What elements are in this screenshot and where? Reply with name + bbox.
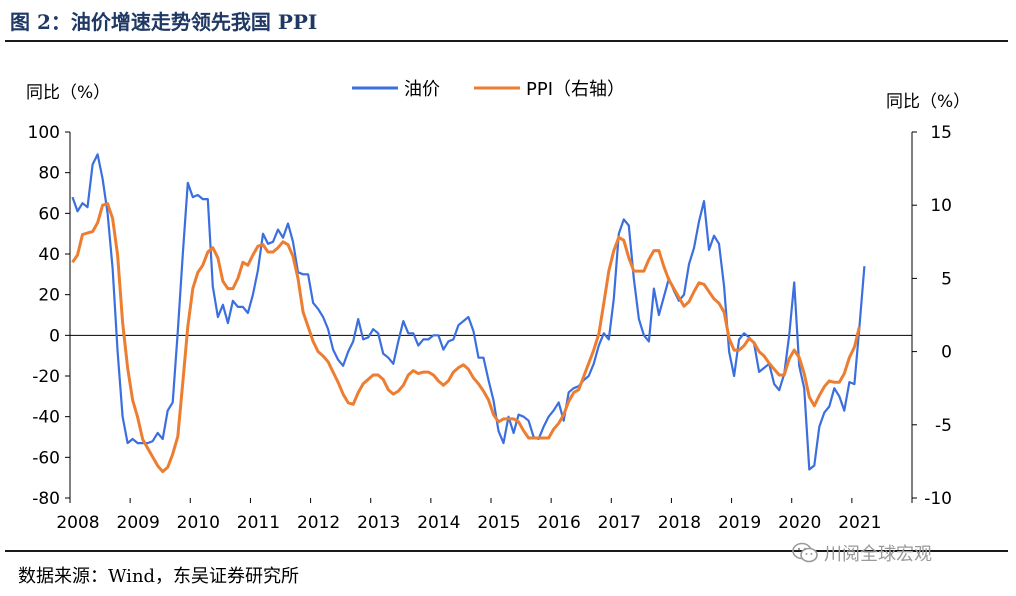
chart-axes: 100 80 60 40 20 0 -20 -40 -60 -80 15 10 5 0 -5 -10 2008 2…: [26, 83, 970, 533]
left-tick-label: -40: [32, 408, 60, 428]
legend-label: 油价: [404, 79, 440, 100]
oil-price-series-line: [71, 153, 866, 471]
top-rule: [5, 40, 1008, 42]
right-tick-label: -5: [935, 416, 952, 436]
x-tick-label: 2018: [658, 513, 701, 533]
figure-title: 图 2：油价增速走势领先我国 PPI: [10, 10, 318, 34]
bottom-rule: [5, 550, 1008, 552]
chart-legend: 油价 PPI（右轴）: [352, 79, 625, 100]
y-left-axis-label: 同比（%）: [26, 83, 110, 103]
x-tick-label: 2020: [778, 513, 821, 533]
x-tick-label: 2021: [838, 513, 881, 533]
left-tick-label: 100: [28, 123, 60, 143]
x-tick-label: 2014: [417, 513, 460, 533]
x-tick-label: 2009: [117, 513, 160, 533]
right-tick-label: 10: [930, 196, 952, 216]
right-tick-label: 5: [941, 269, 952, 289]
left-tick-label: 80: [38, 164, 60, 184]
right-tick-label: 15: [930, 123, 952, 143]
left-tick-label: -80: [32, 489, 60, 509]
left-tick-label: 0: [49, 326, 60, 346]
x-tick-label: 2016: [538, 513, 581, 533]
x-tick-label: 2019: [718, 513, 761, 533]
x-tick-label: 2011: [237, 513, 280, 533]
left-tick-label: -60: [32, 448, 60, 468]
x-tick-label: 2013: [357, 513, 400, 533]
left-tick-label: -20: [32, 367, 60, 387]
right-tick-label: 0: [941, 343, 952, 363]
x-tick-label: 2017: [598, 513, 641, 533]
x-tick-label: 2008: [56, 513, 99, 533]
left-tick-label: 40: [38, 245, 60, 265]
ppi-series-line: [71, 202, 861, 474]
right-tick-label: -10: [924, 489, 952, 509]
y-right-axis-label: 同比（%）: [886, 92, 970, 112]
x-tick-label: 2012: [297, 513, 340, 533]
x-tick-label: 2015: [477, 513, 520, 533]
source-note: 数据来源：Wind，东吴证券研究所: [18, 566, 300, 587]
chart-series: [71, 153, 866, 474]
left-tick-label: 60: [38, 204, 60, 224]
x-tick-label: 2010: [177, 513, 220, 533]
watermark: 川阅全球宏观: [792, 540, 932, 566]
watermark-text: 川阅全球宏观: [824, 544, 932, 565]
left-tick-label: 20: [38, 286, 60, 306]
wechat-icon: [792, 542, 818, 563]
legend-label: PPI（右轴）: [526, 79, 625, 100]
